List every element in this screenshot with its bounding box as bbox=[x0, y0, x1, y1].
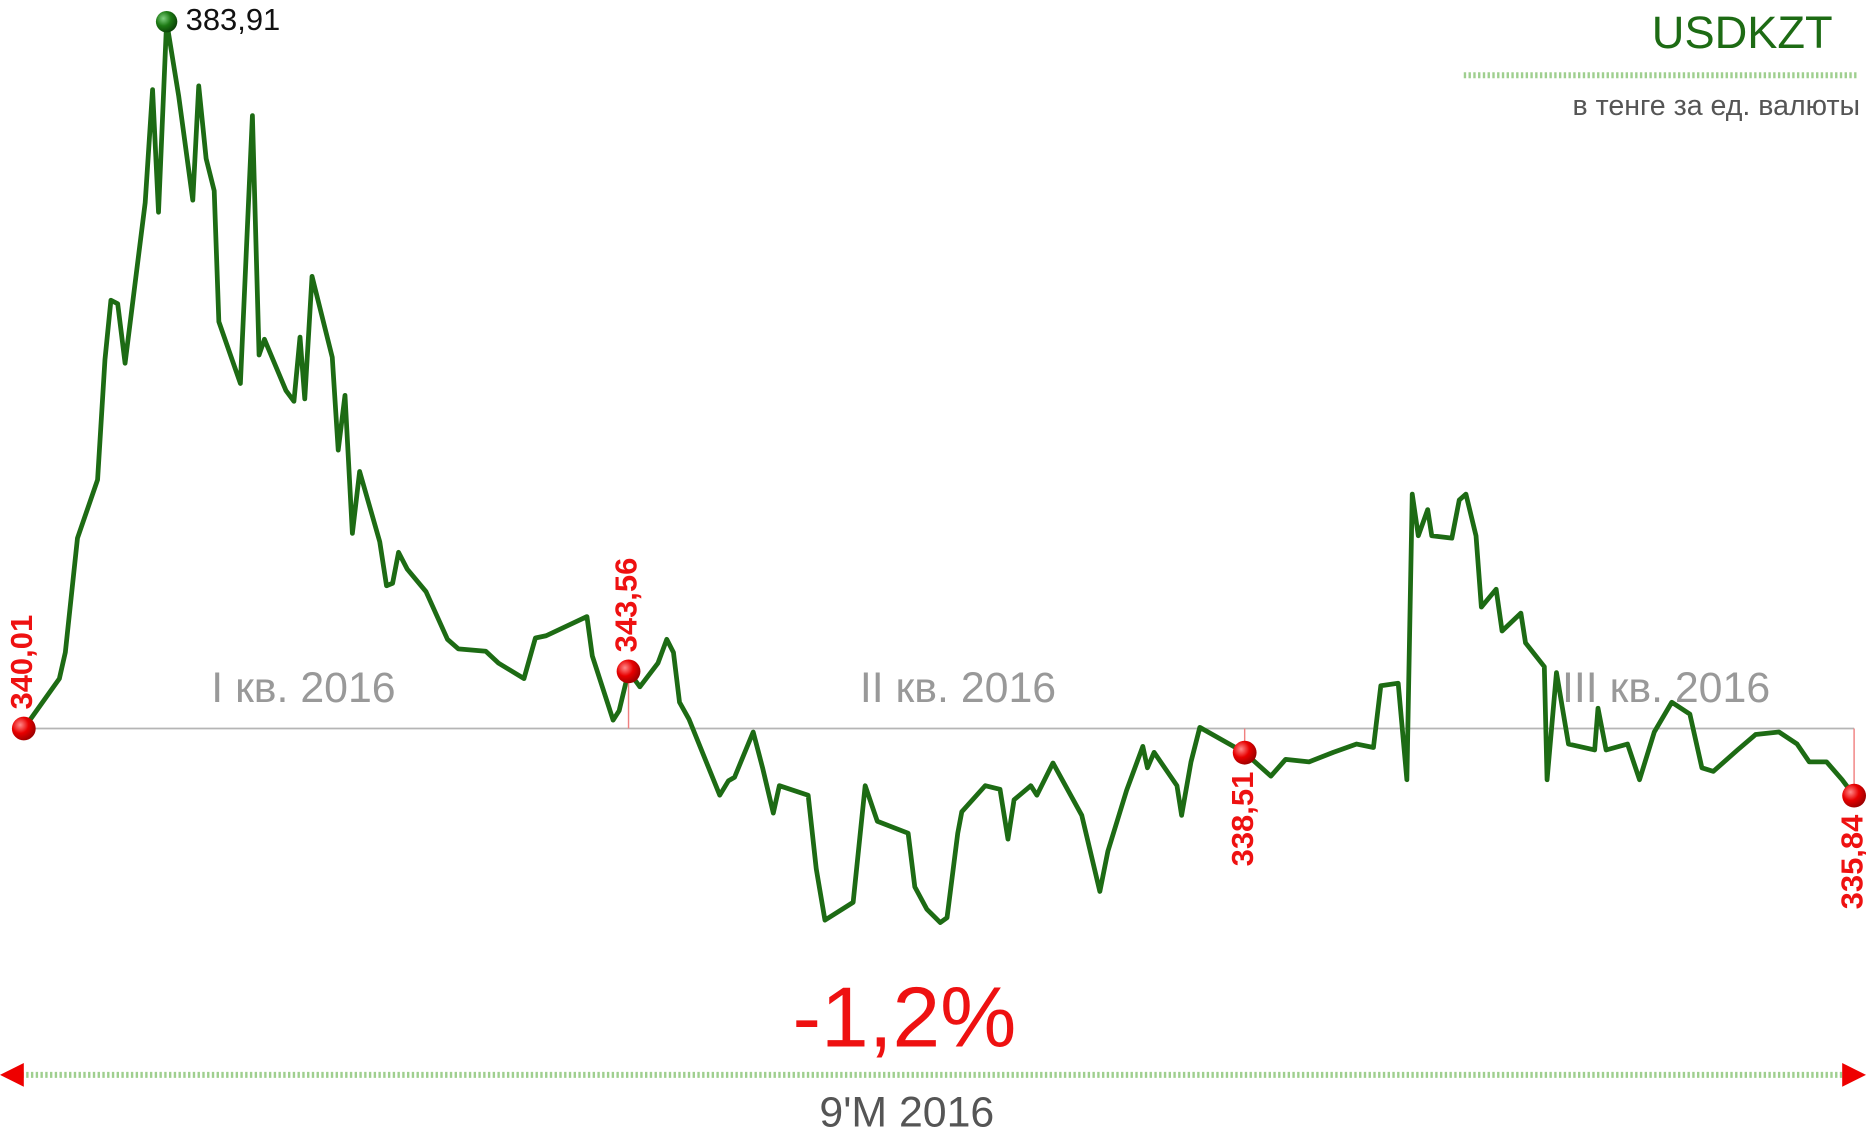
period-label: 9'M 2016 bbox=[819, 1089, 994, 1137]
arrow-right bbox=[1842, 1062, 1866, 1087]
chart-title: USDKZT bbox=[1652, 7, 1833, 58]
point-marker bbox=[616, 659, 641, 684]
point-marker bbox=[1842, 783, 1866, 808]
point-label: 343,56 bbox=[609, 558, 644, 653]
price-line bbox=[21, 19, 1857, 925]
quarter-label: II кв. 2016 bbox=[860, 664, 1056, 712]
point-label: 338,51 bbox=[1225, 772, 1260, 867]
change-label: -1,2% bbox=[793, 969, 1017, 1065]
point-marker bbox=[11, 716, 36, 741]
quarter-label: I кв. 2016 bbox=[211, 664, 395, 712]
arrow-left bbox=[0, 1062, 24, 1087]
peak-label: 383,91 bbox=[186, 2, 281, 37]
point-marker bbox=[1232, 740, 1257, 765]
point-label: 335,84 bbox=[1834, 814, 1866, 909]
point-label: 340,01 bbox=[4, 615, 39, 710]
quarter-label: III кв. 2016 bbox=[1562, 664, 1770, 712]
peak-marker bbox=[155, 10, 178, 33]
chart-subtitle: в тенге за ед. валюты bbox=[1573, 90, 1861, 122]
